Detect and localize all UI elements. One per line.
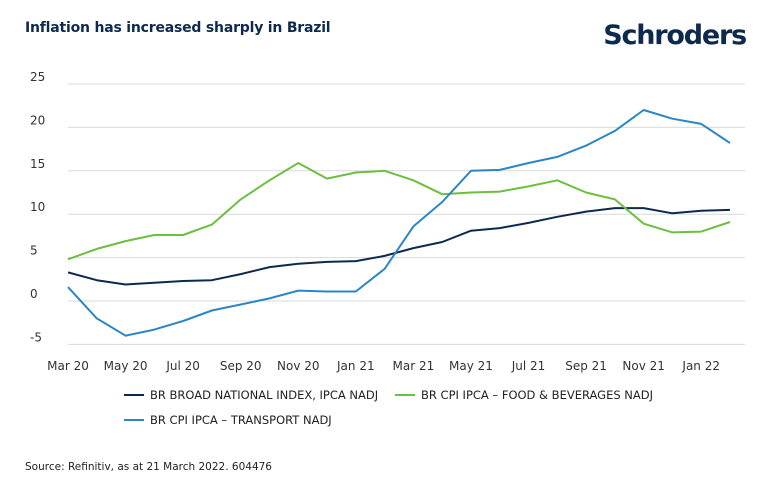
legend-swatch-transport xyxy=(124,419,144,421)
x-tick-label: Sep 20 xyxy=(220,359,262,373)
series-line-0 xyxy=(67,207,731,286)
y-tick-label: 20 xyxy=(30,113,45,127)
source-note: Source: Refinitiv, as at 21 March 2022. … xyxy=(25,461,272,473)
legend-label-food-beverages: BR CPI IPCA – FOOD & BEVERAGES NADJ xyxy=(421,388,654,402)
series-line-1 xyxy=(67,162,731,261)
x-tick-label: Nov 20 xyxy=(277,359,320,373)
y-axis-ticks: -5 0 5 10 15 20 25 xyxy=(30,70,45,344)
x-axis-ticks: Mar 20 May 20 Jul 20 Sep 20 Nov 20 Jan 21 Mar … xyxy=(47,359,720,373)
legend-label-broad-index: BR BROAD NATIONAL INDEX, IPCA NADJ xyxy=(150,388,379,402)
y-tick-label: 10 xyxy=(30,200,45,214)
legend-item-transport: BR CPI IPCA – TRANSPORT NADJ xyxy=(124,413,332,427)
y-tick-label: -5 xyxy=(30,330,42,344)
x-tick-label: Mar 21 xyxy=(393,359,435,373)
y-tick-label: 25 xyxy=(30,70,45,84)
x-tick-label: May 20 xyxy=(104,359,148,373)
series-lines xyxy=(67,109,731,337)
schroders-logo: Schroders xyxy=(603,20,747,51)
y-tick-label: 0 xyxy=(30,287,38,301)
x-tick-label: Jan 21 xyxy=(336,359,375,373)
legend-item-food-beverages: BR CPI IPCA – FOOD & BEVERAGES NADJ xyxy=(395,388,653,402)
x-tick-label: May 21 xyxy=(449,359,493,373)
chart-title: Inflation has increased sharply in Brazi… xyxy=(25,20,331,36)
legend-swatch-broad-index xyxy=(124,394,144,396)
x-tick-label: Jan 22 xyxy=(681,359,720,373)
x-tick-label: Jul 21 xyxy=(511,359,546,373)
legend-swatch-food-beverages xyxy=(395,394,415,396)
legend-label-transport: BR CPI IPCA – TRANSPORT NADJ xyxy=(150,413,332,427)
x-tick-label: Jul 20 xyxy=(165,359,200,373)
y-tick-label: 5 xyxy=(30,244,38,258)
x-tick-label: Mar 20 xyxy=(47,359,89,373)
legend-item-broad-index: BR BROAD NATIONAL INDEX, IPCA NADJ xyxy=(124,388,378,402)
x-tick-label: Sep 21 xyxy=(565,359,607,373)
series-line-2 xyxy=(67,109,731,337)
y-tick-label: 15 xyxy=(30,157,45,171)
gridlines xyxy=(68,83,745,345)
x-tick-label: Nov 21 xyxy=(622,359,665,373)
